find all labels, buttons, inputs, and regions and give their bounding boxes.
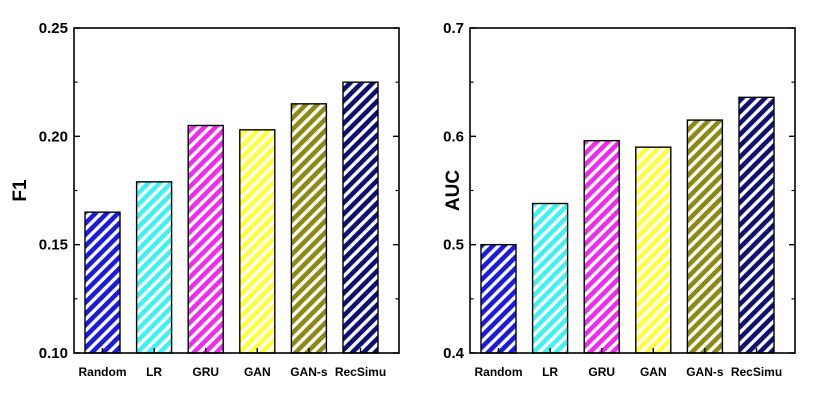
x-tick-label: GAN-s bbox=[686, 365, 724, 379]
y-axis-title: F1 bbox=[10, 179, 31, 202]
y-tick-label: 0.10 bbox=[39, 345, 68, 362]
bar-recsimu bbox=[738, 96, 775, 354]
x-tick-label: LR bbox=[146, 365, 162, 379]
y-tick-label: 0.15 bbox=[39, 237, 68, 254]
y-tick-label: 0.25 bbox=[39, 20, 68, 37]
x-tick-label: LR bbox=[542, 365, 558, 379]
y-tick-label: 0.20 bbox=[39, 128, 68, 145]
y-axis-title: AUC bbox=[443, 170, 464, 211]
bar-gan bbox=[239, 129, 276, 354]
bar-gru bbox=[583, 139, 620, 354]
y-tick-label: 0.4 bbox=[443, 345, 465, 362]
bar-random bbox=[84, 211, 121, 354]
bar-lr bbox=[531, 202, 569, 354]
x-tick-label: GRU bbox=[192, 365, 219, 379]
x-tick-label: RecSimu bbox=[335, 365, 386, 379]
bar-gru bbox=[187, 124, 224, 354]
y-tick-label: 0.7 bbox=[443, 20, 464, 37]
y-tick-label: 0.5 bbox=[443, 237, 464, 254]
x-tick-label: GAN bbox=[640, 365, 667, 379]
x-tick-label: RecSimu bbox=[731, 365, 782, 379]
x-tick-label: Random bbox=[79, 365, 127, 379]
bar-random bbox=[480, 243, 517, 354]
x-tick-label: GAN-s bbox=[290, 365, 328, 379]
bar-lr bbox=[135, 181, 173, 354]
x-tick-label: GRU bbox=[588, 365, 615, 379]
auc-bar-chart: 0.4 0.5 0.6 0.7 Random LR GRU GAN GAN-s RecSimu AU… bbox=[443, 20, 796, 379]
x-tick-label: GAN bbox=[244, 365, 271, 379]
bar-gan-s bbox=[686, 119, 724, 354]
bar-recsimu bbox=[342, 81, 379, 354]
f1-bar-chart: 0.10 0.15 0.20 0.25 Random LR GRU GAN GAN-s RecSi… bbox=[10, 20, 400, 379]
bar-gan-s bbox=[290, 103, 328, 354]
y-tick-label: 0.6 bbox=[443, 128, 464, 145]
x-tick-label: Random bbox=[475, 365, 523, 379]
bar-gan bbox=[635, 146, 672, 354]
